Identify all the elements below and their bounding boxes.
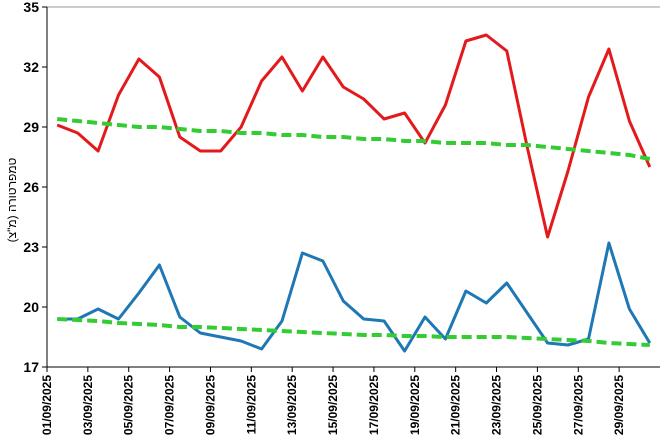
series-line-max-trend [57,117,651,161]
y-tick-label: 20 [23,299,39,315]
x-tick-label: 29/09/2025 [612,375,626,435]
x-tick-label: 27/09/2025 [571,375,585,435]
series-group [56,33,652,353]
x-tick-label: 17/09/2025 [367,375,381,435]
x-tick-label: 05/09/2025 [122,375,136,435]
x-tick-label: 25/09/2025 [530,375,544,435]
x-tick-label: 21/09/2025 [449,375,463,435]
x-tick-label: 03/09/2025 [81,375,95,435]
y-tick-label: 29 [23,119,39,135]
x-tick-label: 23/09/2025 [490,375,504,435]
x-tick-label: 11/09/2025 [244,375,258,435]
y-tick-label: 26 [23,179,39,195]
series-line-min-trend [57,317,650,347]
x-tick-label: 09/09/2025 [203,375,217,435]
y-tick-label: 35 [23,0,39,15]
x-tick-label: 13/09/2025 [285,375,299,435]
series-line-max [56,33,652,239]
tick-labels: 17 20 23 26 29 32 35 01/09/2025 03/09/2025 05/09/… [23,0,626,435]
x-tick-label: 07/09/2025 [163,375,177,435]
x-tick-label: 15/09/2025 [326,375,340,435]
y-tick-label: 23 [23,239,39,255]
y-axis-label: טמפרטורה (מ"צ) [5,157,19,242]
x-tick-label: 01/09/2025 [40,375,54,435]
axes [42,6,660,372]
y-tick-label: 32 [23,59,39,75]
series-line-min [57,241,652,353]
y-tick-label: 17 [23,359,39,375]
x-tick-label: 19/09/2025 [408,375,422,435]
